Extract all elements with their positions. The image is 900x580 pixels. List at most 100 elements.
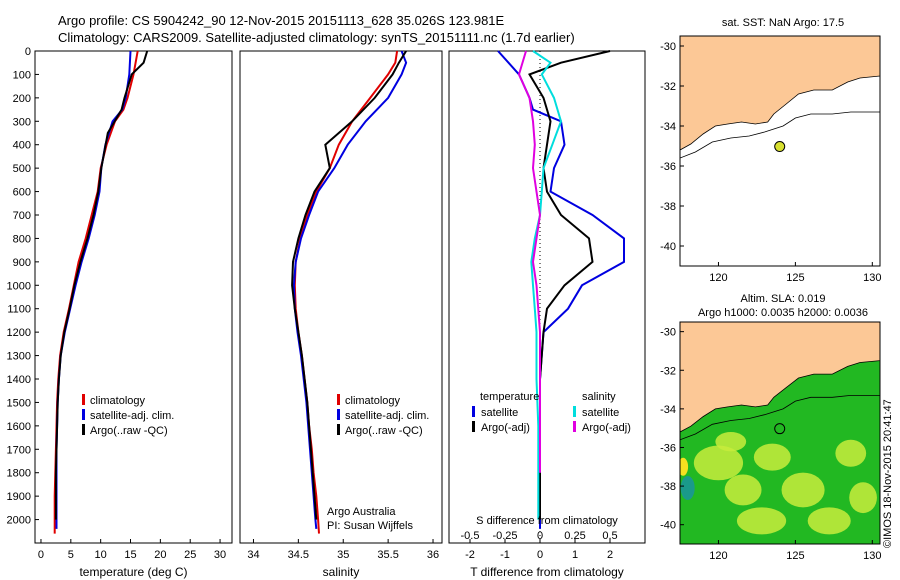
argo-float-marker xyxy=(774,141,786,153)
legend-swatch xyxy=(573,421,576,432)
attribution-note: Argo Australia xyxy=(327,506,396,518)
y-tick-label: 200 xyxy=(13,93,31,105)
copyright-text: ©IMOS 18-Nov-2015 20:41:47 xyxy=(882,399,894,548)
x-tick-label: 0 xyxy=(537,549,543,561)
x-tick-label: 0 xyxy=(38,549,44,561)
x-tick-label: 25 xyxy=(184,549,196,561)
land-mass xyxy=(680,36,880,151)
plot-frame xyxy=(239,50,443,544)
temperature-profile-panel: 0100200300400500600700800900100011001200… xyxy=(7,46,233,579)
sla-anomaly-patch xyxy=(849,482,877,514)
map-area xyxy=(680,322,880,544)
sla-map-subtitle: Argo h1000: 0.0035 h2000: 0.0036 xyxy=(698,307,868,319)
legend-label: satellite xyxy=(481,407,518,419)
map-y-tick-label: -38 xyxy=(660,481,676,493)
legend-title: temperature xyxy=(480,391,539,403)
sst-map-title: sat. SST: NaN Argo: 17.5 xyxy=(722,17,844,29)
y-tick-label: 2000 xyxy=(7,515,31,527)
map-x-tick-label: 125 xyxy=(786,272,804,284)
y-tick-label: 1800 xyxy=(7,468,31,480)
y-tick-label: 1300 xyxy=(7,351,31,363)
legend-label: Argo(..raw -QC) xyxy=(90,425,168,437)
legend-swatch xyxy=(472,406,475,417)
legend-swatch xyxy=(472,421,475,432)
series-line-s-argo-adj- xyxy=(517,50,542,473)
x-tick-label: 35.5 xyxy=(377,549,398,561)
attribution-note: PI: Susan Wijffels xyxy=(327,520,413,532)
map-frame xyxy=(679,35,881,267)
sla-low-patch xyxy=(680,476,695,501)
y-tick-label: 1500 xyxy=(7,397,31,409)
sla-map-title: Altim. SLA: 0.019 xyxy=(741,293,826,305)
map-y-tick-label: -38 xyxy=(660,201,676,213)
sla-anomaly-patch xyxy=(715,432,747,452)
y-tick-label: 1600 xyxy=(7,421,31,433)
land-mass xyxy=(680,322,880,433)
figure-title-line1: Argo profile: CS 5904242_90 12-Nov-2015 … xyxy=(58,13,505,28)
legend-label: Argo(..raw -QC) xyxy=(345,425,423,437)
legend-label: satellite-adj. clim. xyxy=(345,410,429,422)
x-axis-label: temperature (deg C) xyxy=(79,565,187,579)
map-y-tick-label: -32 xyxy=(660,81,676,93)
map-y-tick-label: -30 xyxy=(660,327,676,339)
y-tick-label: 300 xyxy=(13,116,31,128)
legend-swatch xyxy=(82,394,85,405)
map-y-tick-label: -30 xyxy=(660,41,676,53)
x-tick-label: 10 xyxy=(95,549,107,561)
salinity-profile-panel: 34 34.5 35 35.5 36 salinity climatology satelli… xyxy=(239,50,443,579)
sla-anomaly-patch xyxy=(835,439,867,467)
y-tick-label: 1900 xyxy=(7,491,31,503)
map-y-tick-label: -36 xyxy=(660,442,676,454)
sst-map-panel: sat. SST: NaN Argo: 17.5 -30 -32 -34 -36 -38 -… xyxy=(660,17,881,284)
map-x-tick-label: 120 xyxy=(709,550,727,562)
top-tick-label: 0.5 xyxy=(602,530,617,542)
y-tick-label: 1400 xyxy=(7,374,31,386)
legend-swatch xyxy=(82,409,85,420)
map-x-tick-label: 130 xyxy=(863,550,881,562)
x-tick-label: 35 xyxy=(337,549,349,561)
legend-label: climatology xyxy=(345,395,401,407)
top-tick-label: 0 xyxy=(537,530,543,542)
argo-float-marker xyxy=(774,423,786,435)
map-x-tick-label: 125 xyxy=(786,550,804,562)
figure-title-line2: Climatology: CARS2009. Satellite-adjuste… xyxy=(58,30,575,45)
y-tick-label: 0 xyxy=(25,46,31,58)
legend-title: salinity xyxy=(582,391,616,403)
legend-swatch xyxy=(337,394,340,405)
plot-frame xyxy=(34,50,233,544)
y-tick-label: 500 xyxy=(13,163,31,175)
y-tick-label: 1100 xyxy=(7,304,31,316)
y-tick-label: 1000 xyxy=(7,280,31,292)
map-y-tick-label: -36 xyxy=(660,161,676,173)
legend-label: satellite-adj. clim. xyxy=(90,410,174,422)
map-x-tick-label: 120 xyxy=(709,272,727,284)
isobath-contour xyxy=(680,111,880,159)
x-axis-label: salinity xyxy=(323,565,360,579)
sla-anomaly-patch xyxy=(724,474,762,506)
sla-anomaly-patch xyxy=(736,507,787,535)
isobath-contour xyxy=(680,394,880,441)
y-tick-label: 1200 xyxy=(7,327,31,339)
top-axis-label: S difference from climatology xyxy=(476,515,618,527)
legend-label: satellite xyxy=(582,407,619,419)
x-tick-label: 15 xyxy=(124,549,136,561)
y-tick-label: 900 xyxy=(13,257,31,269)
map-y-tick-label: -34 xyxy=(660,121,676,133)
x-tick-label: 34.5 xyxy=(288,549,309,561)
legend-swatch xyxy=(573,406,576,417)
top-tick-label: -0.5 xyxy=(461,530,480,542)
sla-map-panel: Altim. SLA: 0.019 Argo h1000: 0.0035 h200… xyxy=(660,293,881,562)
map-y-tick-label: -32 xyxy=(660,365,676,377)
top-tick-label: -0.25 xyxy=(492,530,517,542)
x-axis-label: T difference from climatology xyxy=(470,565,624,579)
y-tick-label: 800 xyxy=(13,233,31,245)
x-tick-label: 20 xyxy=(154,549,166,561)
x-tick-label: 1 xyxy=(572,549,578,561)
sla-anomaly-patch xyxy=(753,443,791,471)
map-area xyxy=(680,36,880,266)
legend-swatch xyxy=(337,409,340,420)
x-tick-label: -2 xyxy=(465,549,475,561)
legend-swatch xyxy=(337,424,340,435)
x-tick-label: 34 xyxy=(247,549,259,561)
